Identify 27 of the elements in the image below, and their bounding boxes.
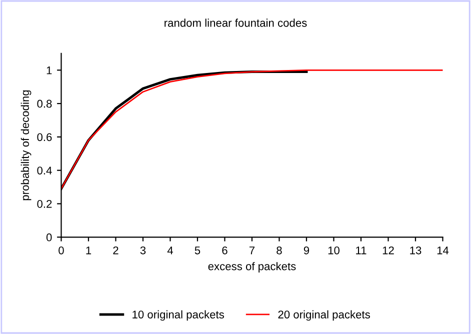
legend-label: 20 original packets (278, 310, 370, 321)
x-tick-label: 9 (304, 246, 310, 254)
y-tick-label: 0.8 (37, 100, 52, 108)
x-tick-label: 2 (113, 246, 118, 254)
x-tick-label: 11 (356, 246, 366, 254)
y-tick-label: 0.6 (37, 133, 52, 142)
x-tick-label: 5 (194, 246, 200, 254)
x-tick-label: 8 (276, 246, 282, 254)
x-tick-label: 3 (140, 246, 146, 254)
line-series (61, 69, 443, 190)
x-tick-label: 10 (328, 246, 340, 254)
y-tick-label: 0.4 (37, 166, 52, 174)
x-tick-label: 7 (249, 246, 255, 254)
x-tick-label: 0 (58, 246, 64, 254)
legend-label: 10 original packets (132, 310, 224, 321)
x-tick-label: 13 (410, 246, 422, 254)
x-tick-label: 12 (382, 246, 394, 254)
chart-title: random linear fountain codes (164, 18, 307, 27)
x-tick-label: 14 (437, 246, 449, 254)
x-axis-title: excess of packets (208, 262, 296, 272)
x-tick-label: 6 (222, 246, 228, 254)
y-axis-title: probability of decoding (20, 90, 32, 200)
x-tick-label: 4 (167, 246, 173, 254)
y-tick-label: 0.2 (37, 200, 52, 208)
x-tick-label: 1 (86, 246, 92, 254)
y-tick-label: 1 (46, 66, 52, 74)
y-tick-label: 0 (46, 233, 52, 242)
